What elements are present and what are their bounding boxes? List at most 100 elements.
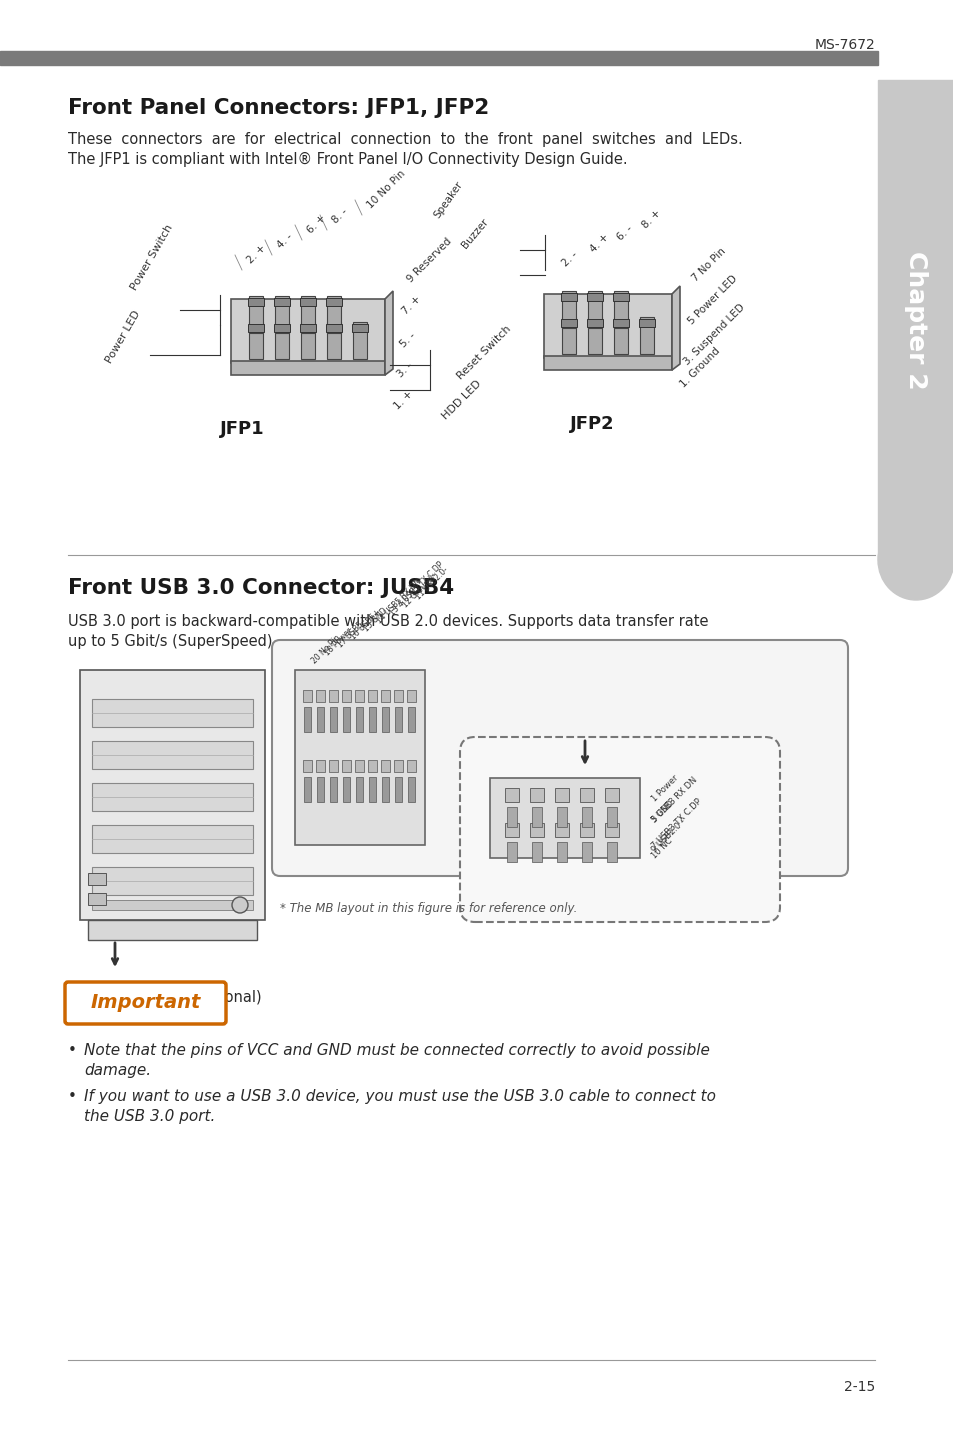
Text: •: • bbox=[68, 1088, 77, 1104]
Bar bbox=[80, 670, 265, 919]
Bar bbox=[301, 322, 314, 359]
Bar bbox=[369, 778, 375, 802]
Bar bbox=[355, 707, 363, 732]
Bar bbox=[329, 760, 337, 772]
Text: 12 Ground: 12 Ground bbox=[400, 574, 436, 609]
Text: 1. Ground: 1. Ground bbox=[678, 347, 720, 390]
Bar bbox=[561, 291, 576, 328]
Bar bbox=[504, 788, 518, 802]
Text: 10 No Pin: 10 No Pin bbox=[365, 168, 407, 211]
Bar bbox=[329, 690, 337, 702]
Bar bbox=[301, 296, 314, 334]
Bar bbox=[316, 778, 324, 802]
Text: 2. -: 2. - bbox=[559, 249, 578, 268]
Bar bbox=[341, 690, 351, 702]
Bar bbox=[586, 294, 602, 301]
Bar bbox=[395, 707, 401, 732]
Bar bbox=[532, 808, 541, 828]
Ellipse shape bbox=[232, 896, 248, 914]
Text: Note that the pins of VCC and GND must be connected correctly to avoid possible: Note that the pins of VCC and GND must b… bbox=[84, 1042, 709, 1058]
Bar bbox=[91, 866, 253, 895]
Text: Speaker: Speaker bbox=[432, 179, 464, 221]
Bar bbox=[557, 842, 566, 862]
Bar bbox=[316, 707, 324, 732]
Text: 4. -: 4. - bbox=[274, 231, 294, 251]
Bar bbox=[394, 690, 402, 702]
Text: The JFP1 is compliant with Intel® Front Panel I/O Connectivity Design Guide.: The JFP1 is compliant with Intel® Front … bbox=[68, 152, 627, 168]
FancyBboxPatch shape bbox=[272, 640, 847, 876]
Bar bbox=[315, 760, 325, 772]
Bar bbox=[639, 316, 654, 354]
Text: 17 USB5-: 17 USB5- bbox=[335, 617, 367, 649]
Text: 8. -: 8. - bbox=[330, 206, 349, 225]
Bar bbox=[341, 760, 351, 772]
Text: 2-15: 2-15 bbox=[842, 1380, 874, 1393]
Bar bbox=[606, 842, 617, 862]
Bar bbox=[355, 760, 364, 772]
Bar bbox=[532, 842, 541, 862]
Bar bbox=[91, 740, 253, 769]
Text: 3. -: 3. - bbox=[395, 361, 414, 379]
Bar bbox=[581, 808, 592, 828]
Bar bbox=[381, 778, 389, 802]
Text: 18 Power: 18 Power bbox=[323, 626, 354, 657]
Text: 11 USB2.0-: 11 USB2.0- bbox=[414, 566, 450, 601]
Bar bbox=[368, 690, 376, 702]
Ellipse shape bbox=[877, 520, 953, 600]
Text: Important: Important bbox=[91, 994, 201, 1012]
Bar bbox=[506, 842, 517, 862]
Text: These  connectors  are  for  electrical  connection  to  the  front  panel  swit: These connectors are for electrical conn… bbox=[68, 132, 742, 147]
Bar bbox=[326, 324, 341, 332]
Text: the USB 3.0 port.: the USB 3.0 port. bbox=[84, 1108, 215, 1124]
Bar bbox=[326, 298, 341, 306]
Bar bbox=[579, 788, 594, 802]
Bar bbox=[304, 778, 311, 802]
Bar bbox=[315, 690, 325, 702]
Bar bbox=[604, 823, 618, 836]
Bar bbox=[555, 788, 568, 802]
Text: 9 Reserved: 9 Reserved bbox=[405, 236, 453, 284]
Text: 16 USB5+: 16 USB5+ bbox=[349, 607, 382, 642]
Bar bbox=[555, 823, 568, 836]
Bar bbox=[586, 319, 602, 326]
Bar bbox=[587, 291, 601, 328]
Text: USB 3.0 port is backward-compatible with USB 2.0 devices. Supports data transfer: USB 3.0 port is backward-compatible with… bbox=[68, 614, 708, 629]
Text: Front USB 3.0 Connector: JUSB4: Front USB 3.0 Connector: JUSB4 bbox=[68, 579, 454, 599]
Bar bbox=[91, 699, 253, 727]
Bar bbox=[561, 316, 576, 354]
Text: * The MB layout in this figure is for reference only.: * The MB layout in this figure is for re… bbox=[280, 902, 577, 915]
Text: JFP2: JFP2 bbox=[569, 415, 614, 432]
FancyBboxPatch shape bbox=[65, 982, 226, 1024]
Bar bbox=[303, 690, 312, 702]
Text: JFP1: JFP1 bbox=[220, 420, 264, 438]
Bar bbox=[408, 707, 415, 732]
Bar bbox=[560, 319, 577, 326]
Bar bbox=[581, 842, 592, 862]
Bar bbox=[530, 823, 543, 836]
Text: 5. -: 5. - bbox=[397, 331, 416, 349]
Bar bbox=[353, 322, 367, 359]
Bar bbox=[352, 324, 368, 332]
Bar bbox=[330, 707, 336, 732]
Bar bbox=[274, 296, 289, 334]
Text: 3 USB3 RX DN: 3 USB3 RX DN bbox=[649, 776, 699, 825]
Bar bbox=[355, 690, 364, 702]
Bar bbox=[327, 296, 340, 334]
Bar bbox=[0, 52, 877, 64]
Bar bbox=[248, 324, 264, 332]
Text: 7. +: 7. + bbox=[399, 294, 422, 316]
Text: 1. +: 1. + bbox=[392, 388, 415, 411]
Bar bbox=[506, 808, 517, 828]
Text: 6. +: 6. + bbox=[305, 212, 327, 235]
Bar bbox=[274, 322, 289, 359]
Text: 20 No Pin: 20 No Pin bbox=[310, 633, 342, 664]
Bar bbox=[231, 299, 385, 362]
Text: Chapter 2: Chapter 2 bbox=[903, 251, 927, 390]
Bar bbox=[490, 778, 639, 858]
Bar bbox=[249, 322, 263, 359]
Text: 2. +: 2. + bbox=[245, 242, 267, 265]
Bar bbox=[249, 296, 263, 334]
Text: 7 No Pin: 7 No Pin bbox=[689, 246, 726, 284]
Bar bbox=[407, 760, 416, 772]
Bar bbox=[877, 80, 953, 560]
